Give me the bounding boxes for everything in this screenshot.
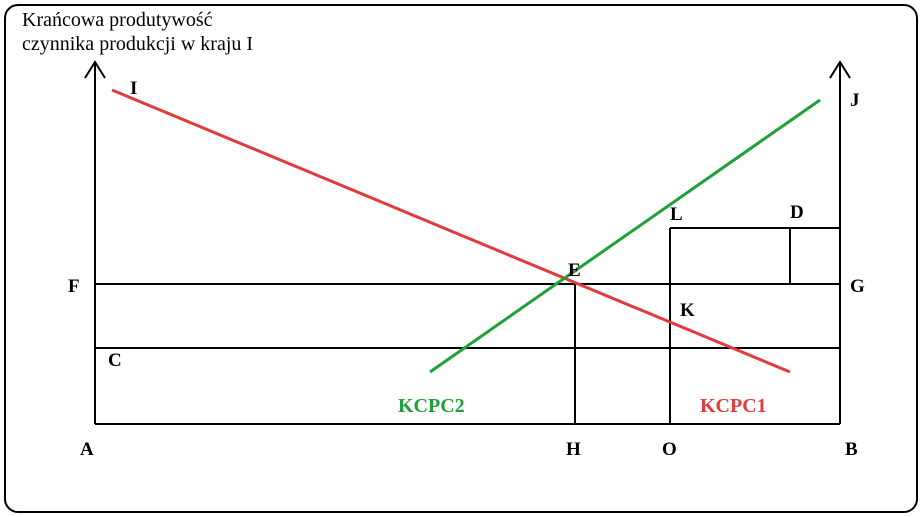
diagram-frame (4, 4, 918, 513)
